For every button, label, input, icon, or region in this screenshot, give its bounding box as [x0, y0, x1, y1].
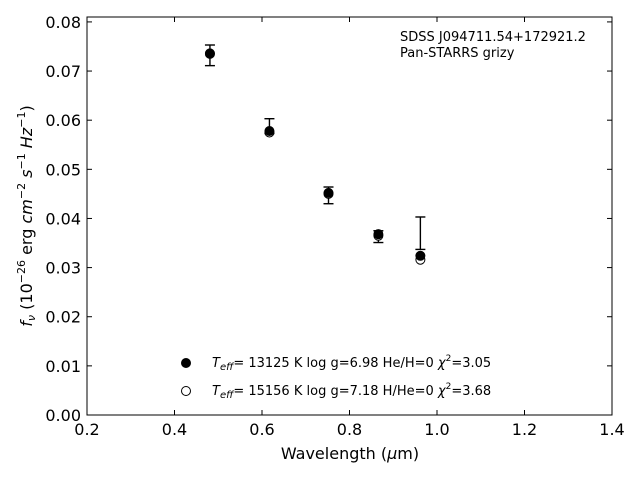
y-tick-label: 0.00 [45, 406, 81, 425]
y-tick-label: 0.04 [45, 209, 81, 228]
x-tick-label: 1.2 [512, 420, 537, 439]
model-point-filled [373, 229, 384, 240]
y-tick-label: 0.03 [45, 259, 81, 278]
x-tick-label: 0.4 [162, 420, 187, 439]
x-tick-label: 0.6 [249, 420, 274, 439]
model-point-filled [323, 187, 334, 198]
x-axis-title: Wavelength (μm) [281, 444, 419, 463]
observed-errorbar [415, 216, 426, 251]
y-tick-label: 0.05 [45, 160, 81, 179]
y-axis-title: fν (10−26 erg cm−2 s−1 Hz−1) [15, 105, 38, 326]
x-tick-label: 1.4 [599, 420, 624, 439]
legend-marker-filled [181, 358, 191, 368]
y-tick-label: 0.06 [45, 111, 81, 130]
annotation-object: SDSS J094711.54+172921.2 [400, 30, 586, 45]
legend-label-filled: Teff= 13125 K log g=6.98 He/H=0 χ2=3.05 [212, 354, 491, 373]
y-tick-label: 0.01 [45, 357, 81, 376]
legend-marker-open [181, 386, 191, 396]
legend: Teff= 13125 K log g=6.98 He/H=0 χ2=3.05 … [181, 354, 491, 401]
model-point-filled [264, 125, 275, 136]
model-point-filled [204, 48, 215, 59]
annotation-survey: Pan-STARRS grizy [400, 46, 515, 61]
y-tick-label: 0.08 [45, 13, 81, 32]
y-tick-label: 0.02 [45, 308, 81, 327]
ticks: 0.2 0.4 0.6 0.8 1.0 1.2 1.4 0.00 0.01 0.02 0.03 0.0… [45, 13, 624, 439]
x-tick-label: 1.0 [424, 420, 449, 439]
legend-label-open: Teff= 15156 K log g=7.18 H/He=0 χ2=3.68 [212, 382, 491, 401]
x-tick-label: 0.2 [74, 420, 99, 439]
x-tick-label: 0.8 [337, 420, 362, 439]
model-point-filled [415, 250, 426, 261]
marks [204, 44, 426, 265]
y-tick-label: 0.07 [45, 62, 81, 81]
